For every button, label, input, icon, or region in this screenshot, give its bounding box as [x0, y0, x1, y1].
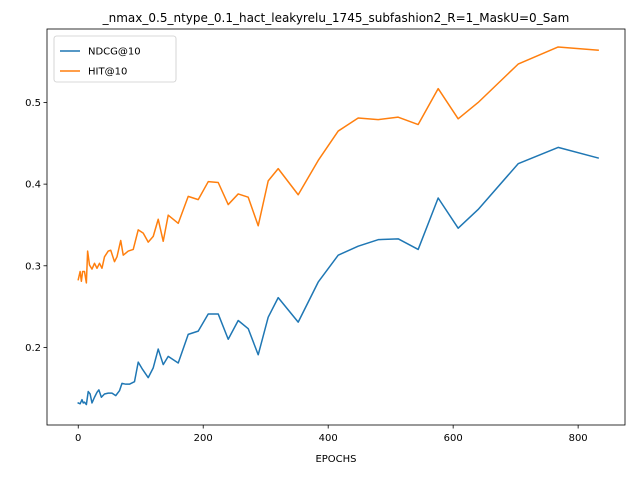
legend-label-hit-10: HIT@10 [88, 67, 127, 78]
series-line-hit-10 [77, 46, 599, 284]
y-axis-ticks: 0.2 0.3 0.4 0.5 [25, 98, 47, 354]
x-tick-label: 400 [319, 433, 338, 444]
chart-title: _nmax_0.5_ntype_0.1_hact_leakyrelu_1745_… [102, 11, 570, 25]
axes-frame [46, 28, 626, 426]
y-tick-label: 0.2 [25, 343, 41, 354]
plot-area: 0 200 400 600 800 0.2 0.3 0.4 0.5 [25, 28, 626, 444]
x-axis-label: EPOCHS [315, 454, 356, 465]
y-tick-label: 0.5 [25, 98, 41, 109]
legend-box [53, 35, 177, 83]
legend-label-ndcg-10: NDCG@10 [88, 47, 141, 58]
series-lines [77, 46, 600, 406]
legend: NDCG@10 HIT@10 [53, 35, 177, 83]
y-tick-label: 0.3 [25, 261, 41, 272]
x-axis-ticks: 0 200 400 600 800 [75, 425, 588, 444]
x-tick-label: 200 [194, 433, 213, 444]
series-line-ndcg-10 [77, 146, 600, 406]
x-tick-label: 800 [569, 433, 588, 444]
y-tick-label: 0.4 [25, 180, 41, 191]
x-tick-label: 600 [444, 433, 463, 444]
x-tick-label: 0 [75, 433, 81, 444]
